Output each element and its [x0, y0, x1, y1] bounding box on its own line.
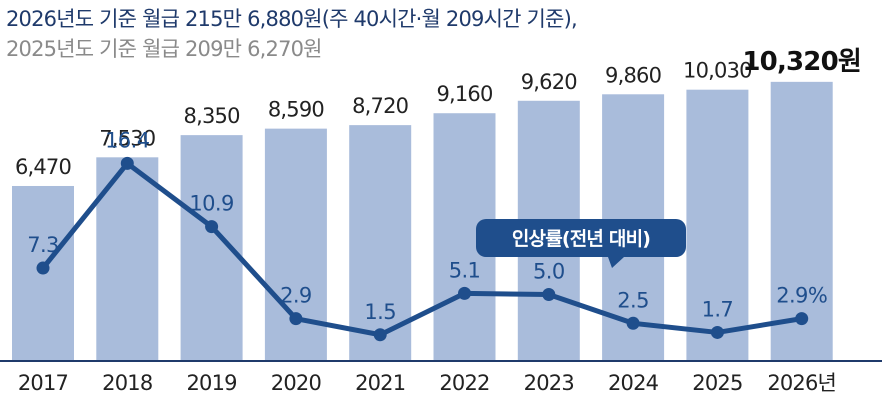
bar-2021 — [349, 125, 412, 362]
rate-label: 2.5 — [617, 288, 649, 312]
rate-label: 5.0 — [533, 260, 565, 284]
rate-point — [626, 316, 640, 330]
rate-line — [40, 160, 805, 338]
x-tick-label: 2022 — [439, 371, 489, 395]
legend-callout: 인상률(전년 대비) — [476, 219, 686, 268]
bar-value-labels: 6,470 7,530 8,350 8,590 8,720 9,160 9,620 9,860… — [15, 47, 862, 179]
x-tick-label: 2025 — [692, 371, 742, 395]
rate-point — [458, 286, 471, 300]
rate-label: 1.7 — [702, 297, 734, 321]
bar-value-label: 10,320원 — [742, 47, 861, 77]
rate-point — [373, 328, 387, 342]
bar-value-label: 10,030 — [683, 59, 752, 83]
bar-value-label: 7,530 — [99, 126, 155, 150]
rate-line-group: 7.3 16.4 10.9 2.9 1.5 5.1 5.0 2.5 1.7 2.9% — [27, 128, 828, 342]
x-tick-label: 2020 — [271, 371, 321, 395]
x-tick-label: 2023 — [524, 371, 574, 395]
x-tick-label: 2019 — [186, 371, 236, 395]
x-axis-ticks: 2017 2018 2019 2020 2021 2022 2023 2024 2025 2026… — [18, 371, 837, 395]
chart-header: 2026년도 기준 월급 215만 6,880원(주 40시간·월 209시간 … — [6, 4, 578, 64]
bar-value-label: 9,860 — [605, 63, 661, 87]
rate-label: 1.5 — [364, 300, 396, 324]
rate-label: 5.1 — [449, 258, 481, 282]
rate-point — [289, 312, 303, 326]
bar-value-label: 8,590 — [268, 98, 324, 122]
x-tick-label: 2018 — [102, 371, 152, 395]
rate-point — [36, 261, 50, 275]
rate-label: 2.9 — [280, 284, 312, 308]
rate-point — [120, 156, 134, 170]
legend-callout-bubble — [476, 219, 686, 268]
header-line-previous: 2025년도 기준 월급 209만 6,270원 — [6, 37, 323, 61]
rate-label: 2.9% — [776, 284, 827, 308]
x-tick-label: 2024 — [608, 371, 659, 395]
rate-point — [542, 288, 556, 301]
bar-value-label: 8,350 — [184, 104, 240, 128]
rate-label: 7.3 — [27, 233, 59, 257]
x-tick-label: 2017 — [18, 371, 68, 395]
rate-point — [205, 220, 219, 234]
bar-2020 — [264, 128, 327, 361]
rate-label: 10.9 — [189, 192, 233, 216]
x-tick-label: 2026년 — [767, 371, 836, 395]
bar-value-label: 6,470 — [15, 155, 71, 179]
rate-point — [710, 325, 724, 339]
header-line-current: 2026년도 기준 월급 215만 6,880원(주 40시간·월 209시간 … — [6, 7, 578, 31]
bar-2025 — [686, 89, 749, 361]
bar-value-label: 9,620 — [521, 70, 577, 94]
rate-point — [795, 312, 809, 326]
x-tick-label: 2021 — [355, 371, 405, 395]
legend-callout-label: 인상률(전년 대비) — [512, 228, 650, 250]
bar-value-label: 8,720 — [352, 94, 408, 118]
bar-value-label: 9,160 — [436, 82, 492, 106]
rate-label: 16.4 — [105, 128, 150, 152]
